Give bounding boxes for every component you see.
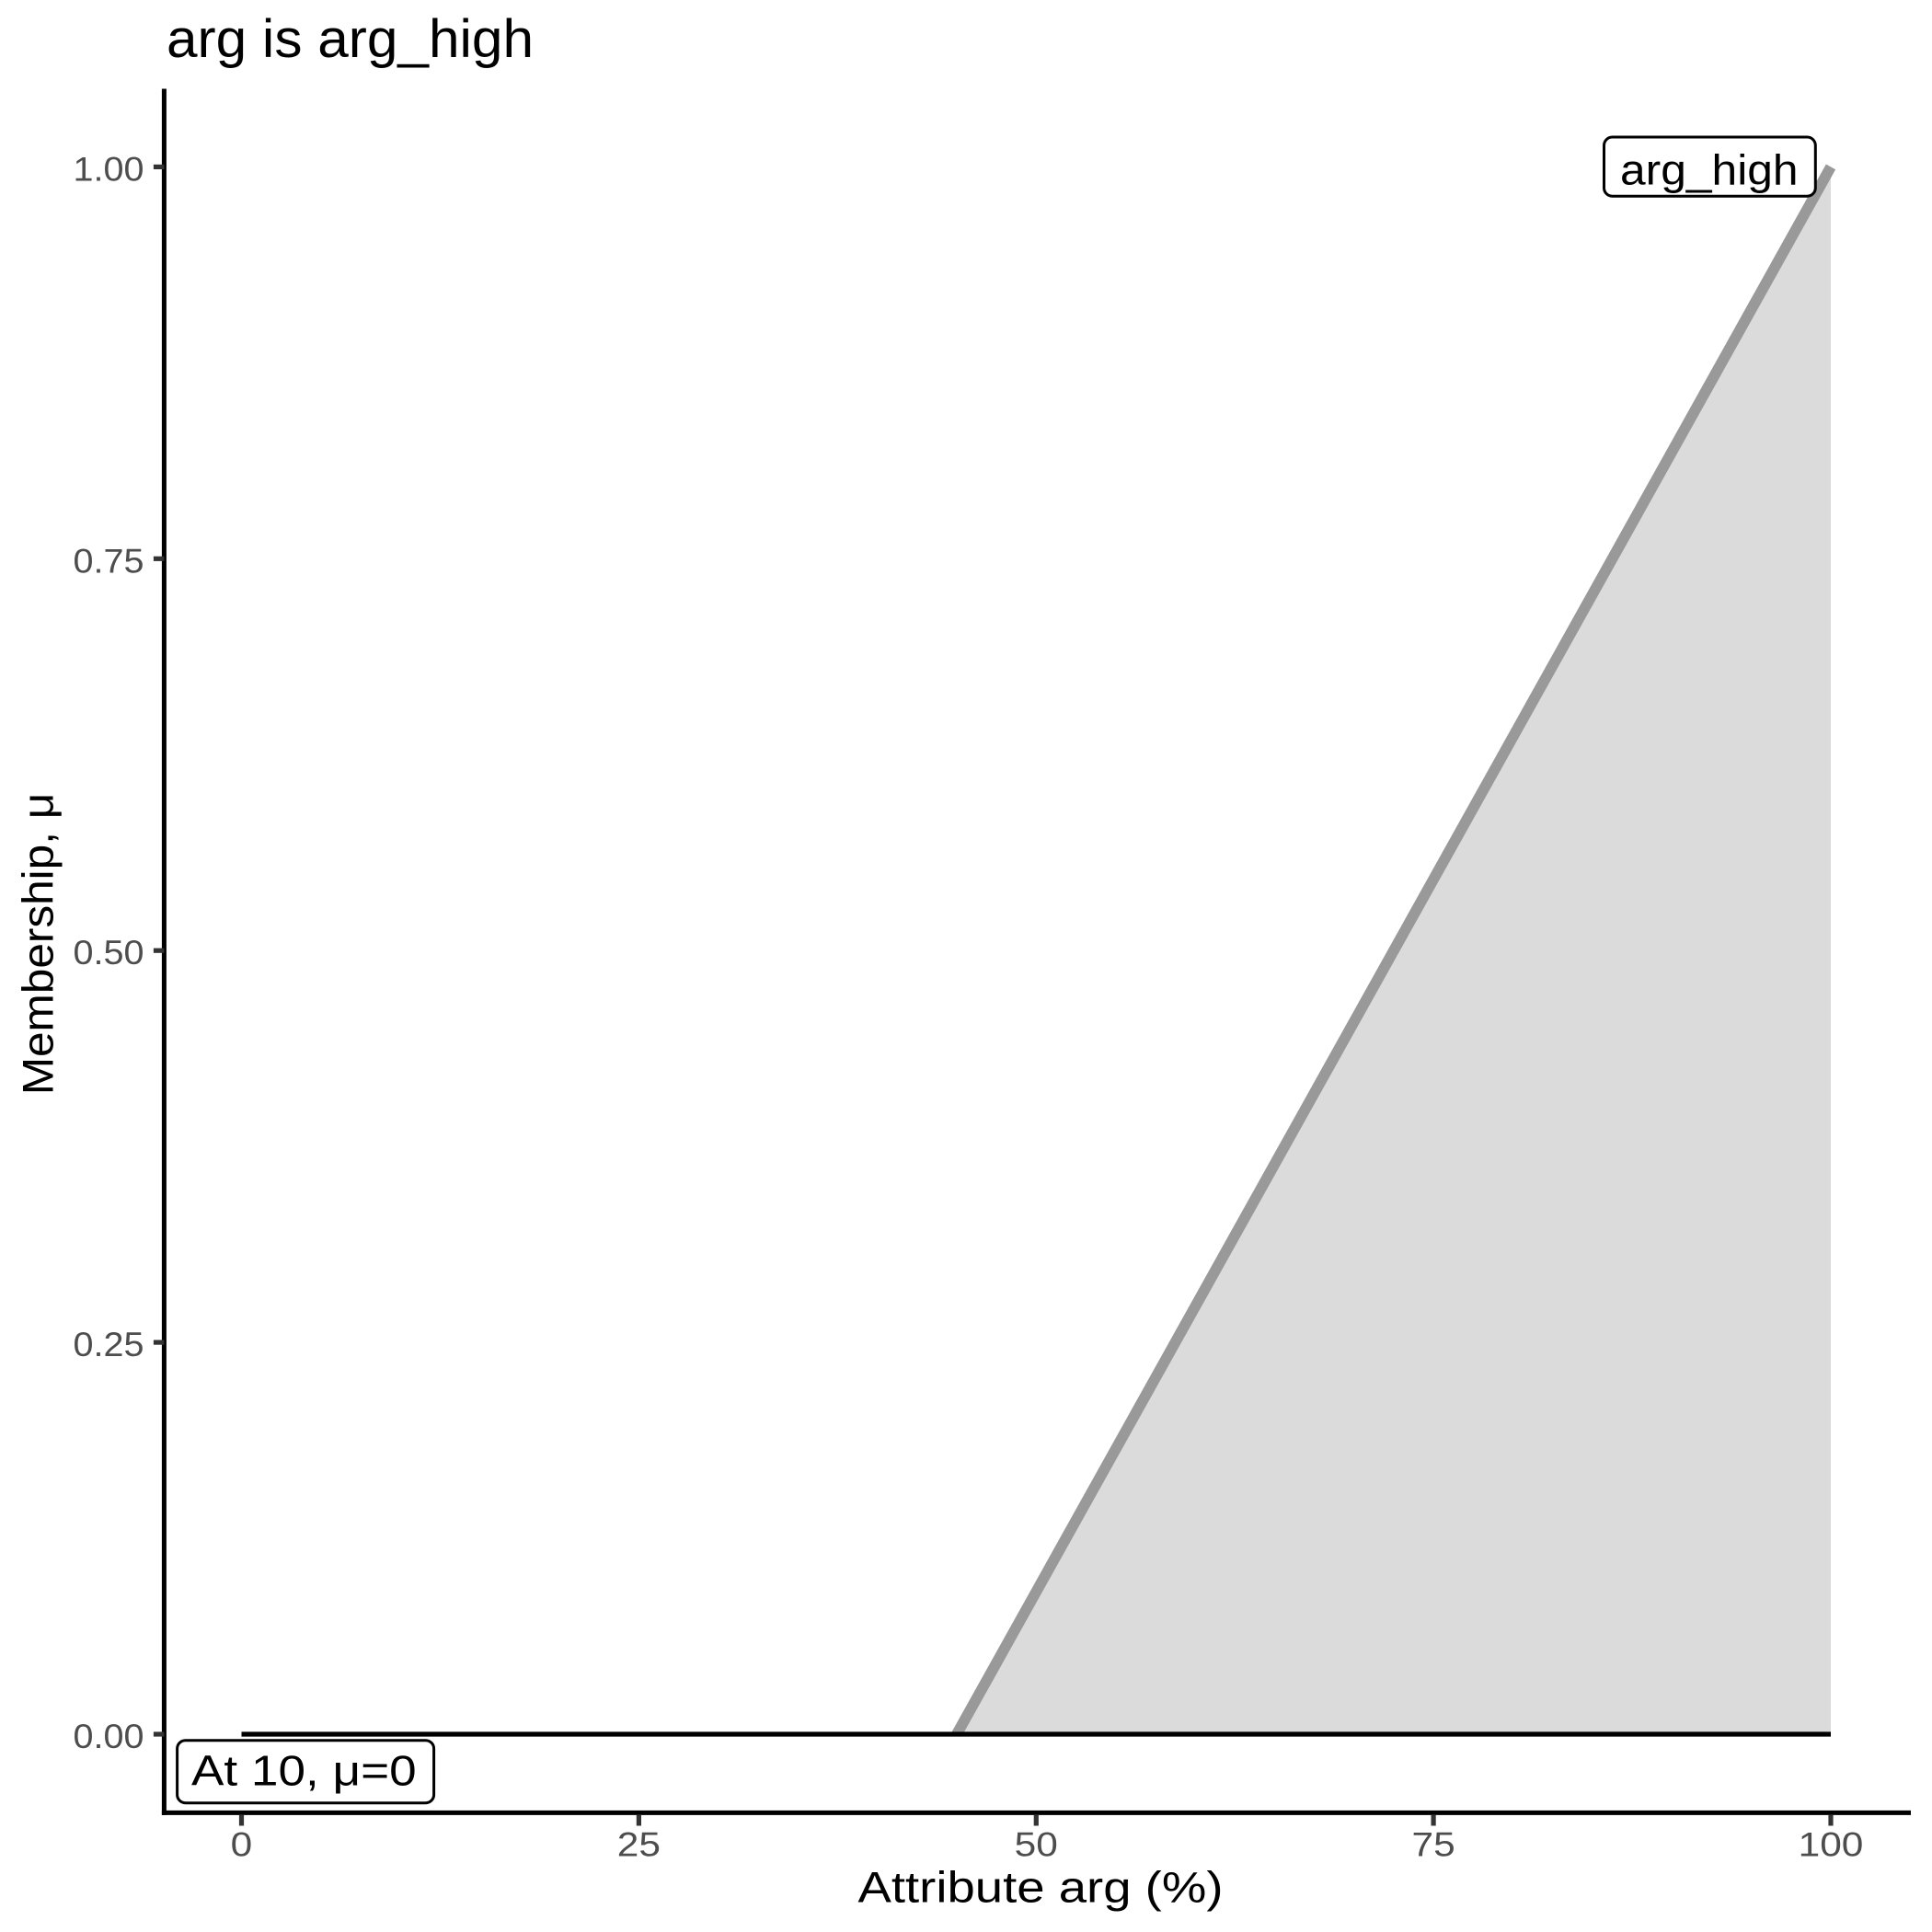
svg-text:25: 25 bbox=[617, 1824, 661, 1863]
svg-text:Attribute arg (%): Attribute arg (%) bbox=[858, 1863, 1224, 1912]
svg-text:0.50: 0.50 bbox=[74, 933, 144, 972]
svg-text:50: 50 bbox=[1015, 1824, 1058, 1863]
svg-text:0.00: 0.00 bbox=[74, 1717, 144, 1755]
svg-text:At 10, μ=0: At 10, μ=0 bbox=[191, 1747, 417, 1795]
svg-text:0.75: 0.75 bbox=[74, 541, 144, 580]
svg-text:Membership, μ: Membership, μ bbox=[13, 793, 62, 1096]
svg-text:75: 75 bbox=[1412, 1824, 1455, 1863]
svg-text:arg_high: arg_high bbox=[1620, 146, 1799, 194]
svg-text:100: 100 bbox=[1799, 1824, 1864, 1863]
svg-text:arg is arg_high: arg is arg_high bbox=[167, 9, 534, 69]
svg-text:1.00: 1.00 bbox=[74, 149, 144, 188]
svg-text:0: 0 bbox=[231, 1824, 253, 1863]
svg-text:0.25: 0.25 bbox=[74, 1325, 144, 1363]
